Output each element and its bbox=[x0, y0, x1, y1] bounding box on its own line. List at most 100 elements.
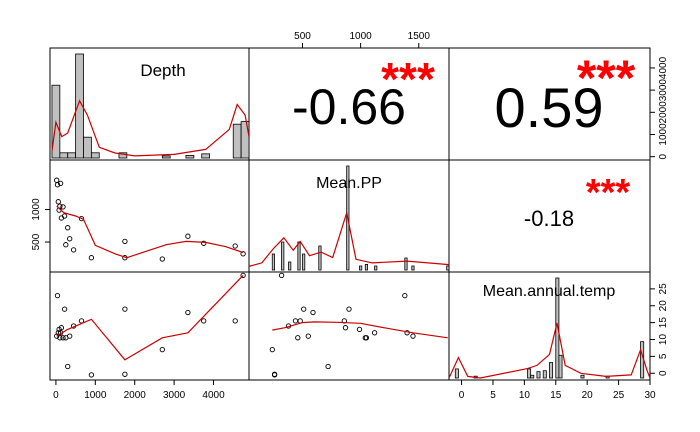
histogram-bar bbox=[318, 245, 322, 271]
right-axis-temp-tick-label: 15 bbox=[658, 317, 669, 329]
scatter-point bbox=[54, 182, 61, 188]
histogram-bar bbox=[59, 152, 69, 159]
histogram-bar bbox=[542, 370, 547, 379]
scatter-point bbox=[346, 306, 352, 312]
bottom-axis-temp-tick-label: 10 bbox=[519, 390, 531, 401]
panel-border-2-0 bbox=[49, 271, 250, 381]
density-line bbox=[51, 99, 249, 157]
histogram-bar bbox=[530, 374, 535, 379]
scatter-point bbox=[54, 177, 60, 183]
top-axis-tick-label: 1500 bbox=[408, 31, 431, 42]
smooth-line bbox=[56, 205, 244, 259]
scatter-point bbox=[122, 238, 128, 245]
histogram-bar bbox=[232, 123, 242, 159]
histogram-bar bbox=[364, 263, 369, 271]
histogram-bar bbox=[297, 241, 301, 271]
diag-panel-Mean.annual.temp bbox=[449, 277, 650, 379]
scatter-point bbox=[63, 242, 69, 248]
bottom-axis-temp-tick-label: 30 bbox=[644, 390, 656, 401]
histogram-bar bbox=[90, 152, 100, 159]
histogram-bar bbox=[302, 253, 306, 271]
right-axis-depth-tick-label: 4000 bbox=[658, 56, 669, 79]
density-line bbox=[249, 212, 449, 267]
scatter-point bbox=[292, 318, 299, 324]
histogram-bar bbox=[527, 368, 532, 379]
scatter-point bbox=[60, 204, 66, 210]
histogram-bar bbox=[446, 265, 449, 271]
scatter-point bbox=[240, 251, 246, 257]
scatter-point bbox=[54, 292, 61, 299]
scatter-point bbox=[278, 272, 285, 279]
scatter-point bbox=[55, 199, 61, 205]
left-axis-pp-tick-label: 500 bbox=[31, 233, 42, 250]
bottom-axis-temp-tick-label: 20 bbox=[582, 390, 594, 401]
histogram-bar bbox=[404, 257, 408, 271]
scatter-point bbox=[201, 240, 207, 246]
scatter-point bbox=[57, 335, 63, 341]
bottom-axis-temp-tick-label: 25 bbox=[613, 390, 625, 401]
histogram-bar bbox=[549, 362, 554, 379]
scatter-point bbox=[305, 333, 311, 339]
scatter-point bbox=[67, 236, 73, 242]
top-axis-tick-label: 1000 bbox=[350, 31, 373, 42]
scatter-point bbox=[310, 309, 316, 316]
histogram-bar bbox=[558, 354, 563, 379]
density-line bbox=[449, 322, 650, 379]
smooth-line bbox=[272, 321, 448, 339]
bottom-axis-depth-tick-label: 3000 bbox=[163, 390, 186, 401]
variable-label-Mean.PP: Mean.PP bbox=[316, 175, 382, 192]
smooth-line bbox=[56, 274, 244, 361]
scatter-point bbox=[122, 306, 128, 312]
histogram-bar bbox=[271, 253, 275, 271]
scatter-point bbox=[185, 233, 191, 239]
top-axis-tick-label: 500 bbox=[294, 31, 311, 42]
scatter-point bbox=[122, 371, 128, 377]
histogram-bar bbox=[411, 265, 415, 271]
histogram-bar bbox=[281, 241, 285, 271]
histogram-bar bbox=[161, 155, 171, 159]
diag-panel-Mean.PP bbox=[249, 165, 449, 271]
scatter-point bbox=[159, 256, 165, 262]
scatter-point bbox=[371, 330, 378, 336]
right-axis-depth-tick-label: 1000 bbox=[658, 123, 669, 146]
scatter-point bbox=[88, 372, 95, 378]
bottom-axis-temp-tick-label: 5 bbox=[490, 390, 496, 401]
significance-stars: *** bbox=[586, 172, 631, 214]
scatter-point bbox=[269, 346, 275, 353]
correlation-value: -0.66 bbox=[292, 79, 406, 135]
right-axis-temp-tick-label: 25 bbox=[658, 283, 669, 295]
scatter-point bbox=[78, 215, 85, 222]
scatter-point bbox=[325, 363, 331, 370]
scatter-point bbox=[57, 180, 64, 187]
scatter-point bbox=[61, 213, 68, 219]
scatter-point bbox=[342, 325, 349, 331]
scatter-panel-Mean.PP-Mean.annual.temp bbox=[269, 272, 448, 378]
histogram-bar bbox=[201, 153, 210, 159]
significance-stars: *** bbox=[381, 53, 435, 105]
correlation-value: 0.59 bbox=[495, 76, 604, 139]
right-axis-depth-tick-label: 0 bbox=[658, 153, 669, 159]
histogram-bar bbox=[185, 154, 195, 159]
histogram-bar bbox=[75, 53, 84, 159]
variable-label-Mean.annual.temp: Mean.annual.temp bbox=[483, 283, 616, 300]
right-axis-temp-tick-label: 10 bbox=[658, 334, 669, 346]
scatter-point bbox=[410, 333, 416, 339]
scatter-point bbox=[65, 225, 71, 231]
scatter-point bbox=[159, 346, 165, 353]
right-axis-temp-tick-label: 20 bbox=[658, 300, 669, 312]
scatter-point bbox=[402, 292, 408, 299]
bottom-axis-temp-tick-label: 15 bbox=[550, 390, 562, 401]
scatter-point bbox=[201, 318, 207, 324]
scatter-point bbox=[61, 306, 68, 312]
histogram-bar bbox=[240, 121, 249, 159]
left-axis-pp-tick-label: 1000 bbox=[31, 198, 42, 221]
diag-panel-Depth bbox=[51, 53, 249, 159]
panel-border-2-2 bbox=[448, 271, 651, 381]
scatter-point bbox=[58, 325, 65, 331]
scatter-point bbox=[60, 335, 66, 341]
histogram-bar bbox=[118, 152, 128, 159]
bottom-axis-depth-tick-label: 2000 bbox=[124, 390, 147, 401]
scatter-point bbox=[70, 247, 77, 253]
right-axis-temp-tick-label: 5 bbox=[658, 353, 669, 359]
